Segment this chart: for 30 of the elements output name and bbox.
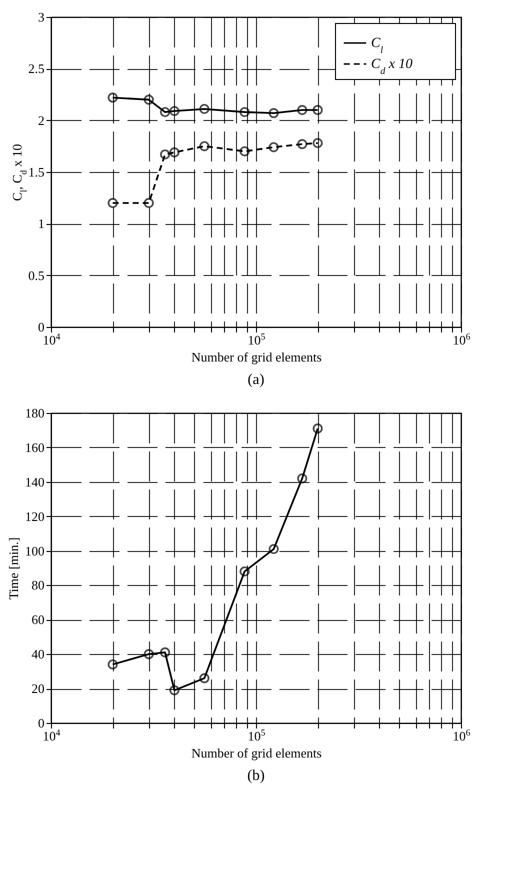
y-tick-label: 120	[25, 508, 44, 524]
x-tick-label: 10$^{5}$	[248, 332, 266, 348]
y-tick-label: 60	[32, 612, 44, 628]
x-tick-label: 10$^{5}$	[248, 728, 266, 744]
legend-label: C$_{d}$ x 10	[371, 57, 412, 76]
y-tick-label: 100	[25, 543, 44, 558]
y-tick-label: 3	[38, 10, 44, 24]
x-axis-title: Number of grid elements	[191, 350, 322, 364]
y-tick-label: 2.5	[28, 61, 44, 76]
y-tick-label: 1	[38, 216, 44, 232]
y-tick-label: 0	[38, 716, 44, 730]
x-axis-title: Number of grid elements	[191, 746, 322, 760]
x-tick-label: 10$^{6}$	[452, 332, 471, 348]
y-tick-label: 160	[25, 440, 44, 455]
x-tick-label: 10$^{6}$	[452, 728, 471, 744]
y-tick-label: 20	[32, 681, 44, 696]
y-axis-title: Time [min.]	[6, 537, 21, 600]
y-tick-label: 0	[38, 320, 44, 334]
y-tick-label: 2	[38, 112, 44, 128]
legend-label: C$_{l}$	[371, 36, 384, 56]
x-tick-label: 10$^{4}$	[42, 332, 61, 348]
x-tick-label: 10$^{4}$	[42, 728, 61, 744]
y-tick-label: 0.5	[28, 268, 44, 283]
y-tick-label: 180	[25, 406, 44, 420]
y-tick-label: 140	[25, 474, 44, 490]
y-tick-label: 80	[32, 578, 44, 593]
y-tick-label: 1.5	[28, 164, 44, 180]
text: (b)	[247, 768, 265, 784]
text: (a)	[248, 372, 264, 388]
y-tick-label: 40	[32, 646, 44, 662]
